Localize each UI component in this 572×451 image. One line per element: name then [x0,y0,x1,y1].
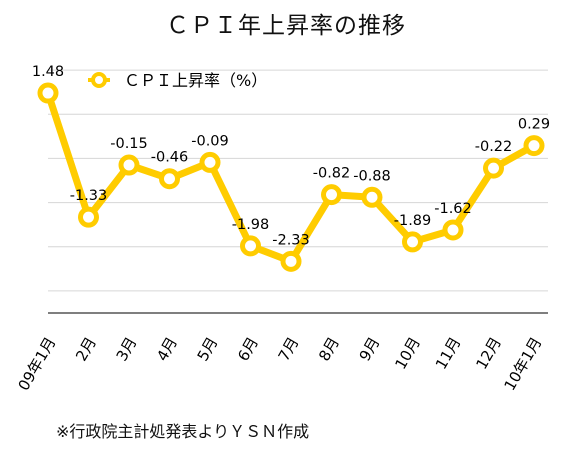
data-point [442,219,464,241]
data-label: -0.88 [353,168,391,184]
x-tick-label: 09年1月 [15,334,60,394]
x-tick-label: 9月 [356,334,384,364]
x-tick-label: 5月 [194,334,222,364]
data-point [361,186,383,208]
data-label: -0.22 [475,139,513,155]
legend-label: ＣＰＩ上昇率（%） [124,71,267,90]
data-point [159,168,180,190]
data-label: -0.46 [151,150,189,166]
data-label: -0.82 [313,166,351,182]
source-note: ※行政院主計処発表よりＹＳＮ作成 [56,422,310,441]
chart-title: ＣＰＩ年上昇率の推移 [166,13,406,39]
x-tick-label: 6月 [234,334,262,364]
data-point [280,250,302,272]
data-label: -2.33 [272,232,310,248]
data-point [37,82,59,104]
data-point [240,235,261,257]
data-point [321,184,342,206]
data-label: 0.29 [518,117,550,133]
data-labels: 1.48-1.33-0.15-0.46-0.09-1.98-2.33-0.82-… [32,64,550,248]
x-tick-label: 3月 [113,334,141,364]
data-point [523,135,545,157]
x-tick-label: 11月 [432,334,465,373]
data-label: -1.98 [232,217,270,233]
data-point [402,231,423,253]
x-tick-label: 2月 [72,334,100,364]
data-points [37,82,545,272]
data-label: -0.09 [191,133,229,149]
x-tick-label: 10月 [391,334,424,373]
x-tick-label: 8月 [315,334,343,364]
x-tick-label: 12月 [472,334,505,373]
legend-marker [91,72,107,88]
data-point [118,154,140,176]
data-label: -1.33 [70,188,108,204]
data-point [483,157,504,179]
gridlines [48,69,548,314]
legend: ＣＰＩ上昇率（%） [88,71,267,90]
x-tick-label: 7月 [275,334,303,364]
data-label: 1.48 [32,64,64,80]
x-tick-label: 10年1月 [501,334,546,394]
data-label: -1.89 [394,213,432,229]
data-point [78,206,99,228]
data-label: -0.15 [110,136,148,152]
x-tick-label: 4月 [153,334,181,364]
data-label: -1.62 [434,201,472,217]
data-point [199,151,221,173]
